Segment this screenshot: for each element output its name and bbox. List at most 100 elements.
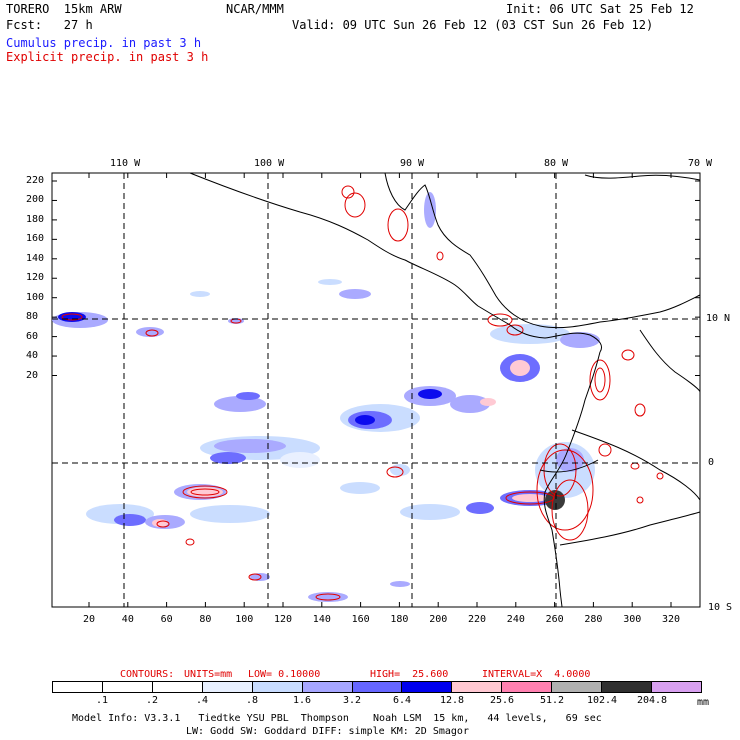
- x-tick-label: 300: [623, 614, 642, 625]
- color-scale-cell: [402, 682, 453, 692]
- x-tick-label: 160: [351, 614, 370, 625]
- precip-contour: [598, 443, 612, 457]
- color-scale-label: 3.2: [342, 695, 362, 706]
- precip-contour: [506, 324, 524, 336]
- color-scale-cell: [552, 682, 603, 692]
- precip-area: [510, 360, 530, 376]
- precip-area: [466, 502, 494, 514]
- y-tick-label: 160: [26, 233, 45, 245]
- y-tick-label: 180: [26, 213, 45, 225]
- precip-contour: [505, 491, 555, 505]
- precip-area: [490, 324, 570, 344]
- precip-contour: [551, 479, 589, 541]
- precip-contour: [487, 313, 513, 327]
- color-scale-cell: [352, 682, 403, 692]
- precip-contour: [182, 485, 228, 499]
- x-tick-label: 200: [429, 614, 448, 625]
- model-info: Model Info: V3.3.1 Tiedtke YSU PBL Thomp…: [72, 713, 602, 724]
- y-tick-label: 40: [26, 350, 39, 362]
- y-tick-label: 20: [26, 369, 39, 381]
- color-scale-label: 25.6: [489, 695, 515, 706]
- x-tick-label: 40: [121, 614, 134, 625]
- precip-contour: [436, 251, 444, 261]
- precip-area: [418, 389, 442, 399]
- precip-contour: [536, 449, 594, 531]
- lon-label: 110 W: [110, 158, 141, 169]
- south-america-west-coast: [543, 351, 601, 608]
- precip-contour: [190, 488, 220, 496]
- precip-area: [390, 464, 410, 476]
- color-scale-label: .8: [245, 695, 259, 706]
- precip-area: [400, 504, 460, 520]
- color-scale-label: 204.8: [636, 695, 668, 706]
- contours-units: UNITS=mm: [184, 669, 233, 680]
- contours-low: LOW= 0.10000: [248, 669, 321, 680]
- color-scale-cell: [502, 682, 553, 692]
- precip-area: [340, 482, 380, 494]
- precip-contour: [156, 520, 170, 528]
- color-scale-bar: [52, 681, 702, 693]
- model-title: TORERO 15km ARW: [6, 2, 122, 16]
- color-scale-cell: [152, 682, 203, 692]
- lat-label: 0: [708, 457, 715, 468]
- precip-area: [152, 519, 168, 527]
- color-scale-label: 51.2: [539, 695, 565, 706]
- precip-area: [318, 279, 342, 285]
- color-scale-cell: [102, 682, 153, 692]
- model-physics: LW: Godd SW: Goddard DIFF: simple KM: 2D…: [186, 726, 469, 737]
- color-scale-label: .1: [95, 695, 109, 706]
- x-tick-label: 60: [160, 614, 173, 625]
- y-tick-label: 120: [26, 272, 45, 284]
- precip-contour: [61, 313, 83, 321]
- x-tick-label: 120: [274, 614, 293, 625]
- lon-label: 100 W: [254, 158, 285, 169]
- color-scale-cell: [202, 682, 253, 692]
- lon-label: 70 W: [688, 158, 713, 169]
- contours-label: CONTOURS:: [120, 669, 175, 680]
- y-tick-label: 200: [26, 194, 45, 206]
- y-tick-label: 80: [26, 311, 39, 323]
- precip-contour: [636, 496, 644, 504]
- precip-contour: [387, 208, 409, 242]
- precip-area: [250, 573, 270, 581]
- precip-area: [190, 505, 270, 523]
- field-title-explicit: Explicit precip. in past 3 h: [6, 50, 209, 64]
- lon-label: 80 W: [544, 158, 569, 169]
- color-scale-cell: [252, 682, 303, 692]
- precip-contour: [315, 593, 341, 601]
- color-scale-label: 12.8: [439, 695, 465, 706]
- andes-border: [571, 429, 701, 501]
- x-tick-label: 140: [312, 614, 331, 625]
- ecuador-border: [539, 459, 599, 473]
- precip-area: [560, 332, 600, 348]
- pacific-coast-north: [189, 172, 603, 353]
- precip-area: [114, 514, 146, 526]
- precip-contour: [621, 349, 635, 361]
- precip-area: [236, 392, 260, 400]
- color-scale-label: .2: [145, 695, 159, 706]
- color-scale-cell: [452, 682, 503, 692]
- center-name: NCAR/MMM: [226, 2, 284, 16]
- precip-contour: [589, 359, 611, 401]
- x-tick-label: 80: [199, 614, 212, 625]
- field-title-cumulus: Cumulus precip. in past 3 h: [6, 36, 202, 50]
- x-tick-label: 220: [468, 614, 487, 625]
- x-tick-label: 260: [545, 614, 564, 625]
- color-scale-label: .4: [195, 695, 209, 706]
- y-tick-label: 100: [26, 291, 45, 303]
- x-tick-label: 320: [662, 614, 681, 625]
- init-time: Init: 06 UTC Sat 25 Feb 12: [506, 2, 694, 16]
- caribbean-coast: [384, 172, 701, 329]
- y-tick-label: 60: [26, 330, 39, 342]
- caribbean-islands: [584, 174, 701, 181]
- precip-contour: [344, 192, 366, 218]
- precip-area: [190, 291, 210, 297]
- peru-border: [559, 511, 701, 546]
- forecast-hour: Fcst: 27 h: [6, 18, 93, 32]
- color-scale-unit: mm: [697, 697, 710, 708]
- precip-area: [280, 452, 320, 468]
- lat-label: 10 N: [706, 313, 731, 324]
- color-scale-label: 6.4: [392, 695, 412, 706]
- y-tick-label: 220: [26, 175, 45, 186]
- precip-area: [355, 415, 375, 425]
